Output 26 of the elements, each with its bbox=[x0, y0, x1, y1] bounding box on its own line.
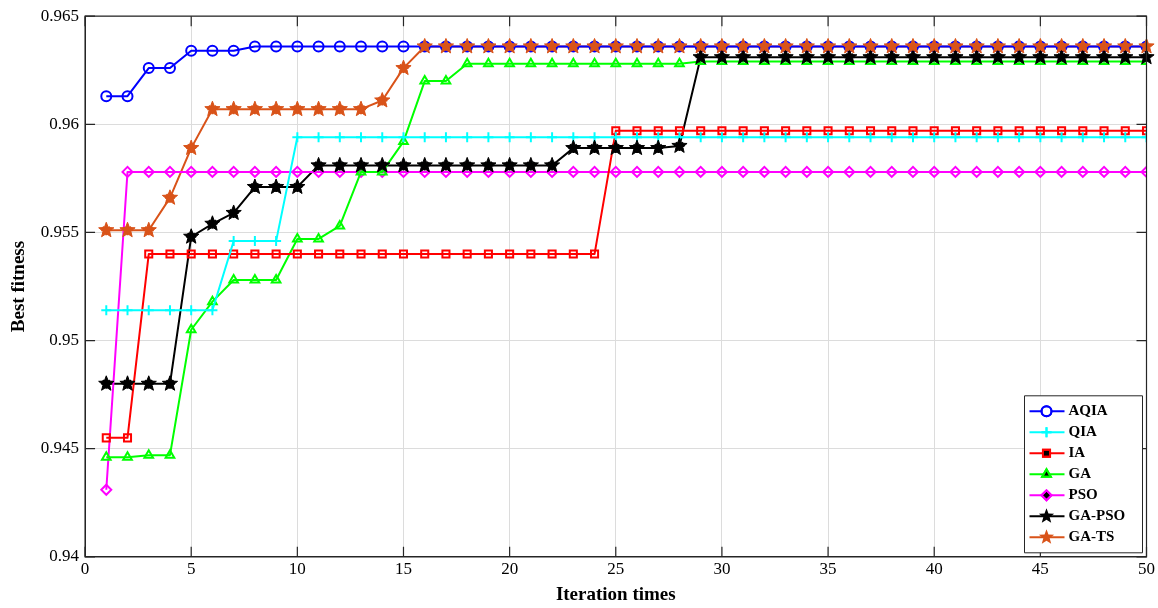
legend-label: GA bbox=[1068, 465, 1092, 482]
x-tick-label: 50 bbox=[1138, 559, 1155, 579]
x-tick-label: 25 bbox=[607, 559, 625, 579]
x-tick-label: 20 bbox=[501, 559, 519, 579]
x-tick-label: 35 bbox=[819, 559, 837, 579]
x-tick-label: 0 bbox=[80, 559, 90, 579]
x-tick-label: 30 bbox=[713, 559, 731, 579]
y-tick-label: 0.94 bbox=[49, 546, 80, 566]
y-tick-label: 0.955 bbox=[40, 221, 80, 241]
legend-label: GA-PSO bbox=[1068, 507, 1126, 524]
legend-label: QIA bbox=[1068, 423, 1097, 440]
legend-label: PSO bbox=[1068, 486, 1098, 503]
x-tick-label: 10 bbox=[288, 559, 306, 579]
x-tick-label: 5 bbox=[186, 559, 196, 579]
y-tick-label: 0.95 bbox=[49, 330, 80, 350]
y-tick-label: 0.965 bbox=[40, 5, 80, 25]
y-tick-label: 0.96 bbox=[49, 113, 80, 133]
x-axis-title: Iteration times bbox=[555, 582, 676, 604]
x-tick-label: 15 bbox=[394, 559, 412, 579]
legend-label: AQIA bbox=[1068, 402, 1108, 419]
legend-label: IA bbox=[1068, 444, 1086, 461]
x-tick-label: 45 bbox=[1031, 559, 1049, 579]
legend-label: GA-TS bbox=[1068, 528, 1115, 545]
y-tick-label: 0.945 bbox=[40, 438, 80, 458]
x-tick-label: 40 bbox=[925, 559, 943, 579]
y-axis-title: Best fitness bbox=[7, 240, 29, 333]
